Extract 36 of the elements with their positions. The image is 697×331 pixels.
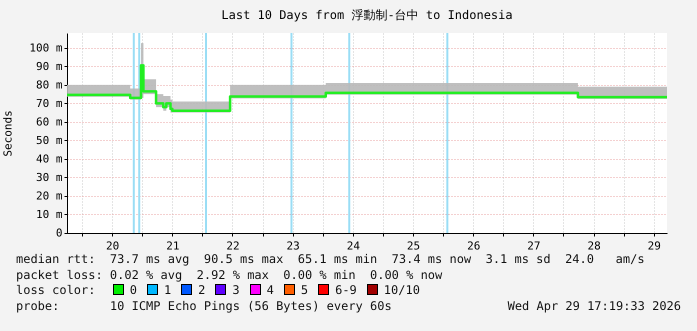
y-axis-title: Seconds	[1, 110, 14, 157]
y-tick-label: 20 m	[36, 189, 63, 202]
x-tick-label: 29	[648, 240, 661, 252]
x-tick-label: 22	[226, 240, 240, 252]
text: 2	[198, 283, 206, 297]
y-tick-label: 30 m	[36, 170, 63, 184]
x-tick-label: 25	[406, 240, 420, 252]
text: median rtt: 73.7 ms avg 90.5 ms max 65.1 ms min 73.4 ms now 3.1 ms sd 24.0 am/s	[16, 252, 646, 268]
chart-title: Last 10 Days from 浮動制-台中 to Indonesia	[221, 8, 513, 22]
y-tick-label: 50 m	[36, 134, 63, 147]
y-tick-label: 60 m	[36, 115, 63, 128]
y-tick-label: 0	[56, 226, 62, 240]
text: Wed Apr 29 17:19:33 2026	[508, 298, 681, 314]
x-tick-label: 27	[527, 240, 541, 252]
text: 0	[130, 283, 137, 297]
x-tick-label: 20	[106, 240, 120, 252]
x-tick-label: 23	[286, 240, 300, 252]
y-tick-label: 10 m	[36, 208, 63, 221]
text: 4	[266, 283, 274, 297]
text: 1	[164, 283, 172, 297]
y-tick-label: 90 m	[36, 60, 63, 73]
y-tick-label: 70 m	[36, 96, 63, 110]
x-tick-label: 21	[166, 240, 180, 252]
text: probe: 10 ICMP Echo Pings (56 Bytes) every 60s	[16, 298, 392, 312]
text: 3	[232, 283, 240, 297]
text: 6-9	[335, 283, 357, 297]
y-tick-label: 100 m	[29, 41, 63, 54]
y-tick-label: 80 m	[36, 78, 63, 92]
x-tick-label: 24	[346, 240, 360, 252]
text: loss color:	[16, 283, 96, 297]
text: 10/10	[384, 283, 420, 297]
text: 5	[300, 283, 308, 297]
x-tick-label: 26	[467, 240, 480, 252]
y-tick-label: 40 m	[36, 152, 63, 166]
text: packet loss: 0.02 % avg 2.92 % max 0.00 % min 0.00 % now	[16, 268, 444, 283]
x-tick-label: 28	[587, 240, 601, 252]
